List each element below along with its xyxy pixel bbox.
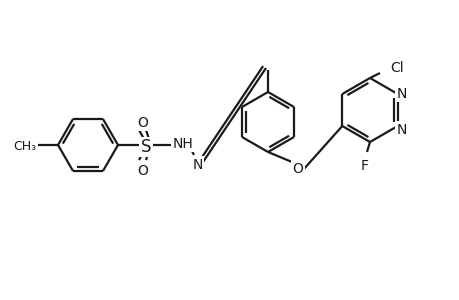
Text: Cl: Cl xyxy=(389,61,403,74)
Text: O: O xyxy=(137,116,148,130)
Text: S: S xyxy=(140,138,151,156)
Text: N: N xyxy=(396,86,406,100)
Text: O: O xyxy=(292,161,303,176)
Text: NH: NH xyxy=(172,136,193,151)
Text: O: O xyxy=(137,164,148,178)
Text: N: N xyxy=(192,158,203,172)
Text: CH₃: CH₃ xyxy=(13,140,36,153)
Text: F: F xyxy=(360,158,368,172)
Text: N: N xyxy=(396,122,406,136)
